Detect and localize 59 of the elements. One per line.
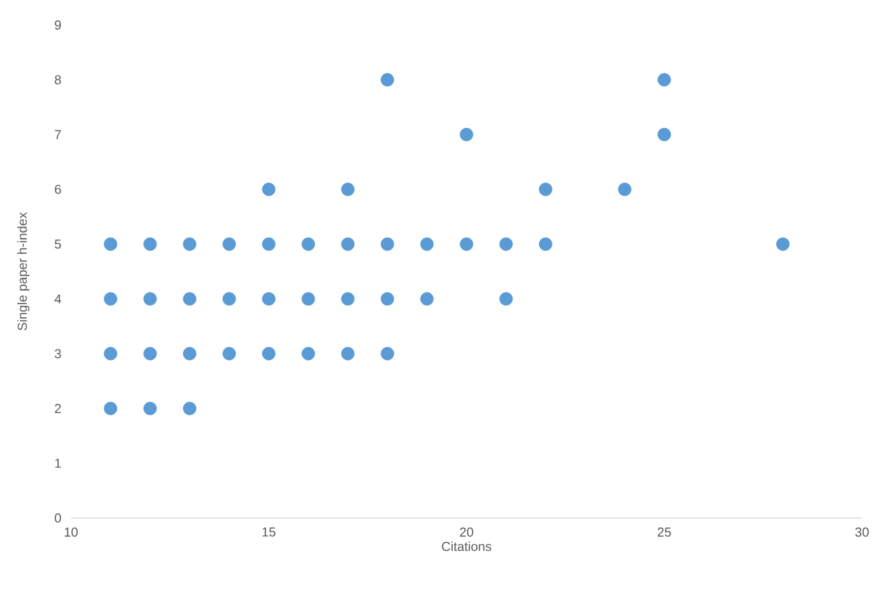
point: [182, 292, 196, 306]
x-axis-title: Citations: [442, 542, 492, 552]
y-tick-label: 5: [54, 240, 61, 249]
y-axis-title: Single paper h-index: [17, 212, 30, 330]
point: [618, 182, 632, 196]
point: [658, 128, 671, 142]
point: [262, 237, 276, 251]
point: [104, 402, 118, 416]
point: [262, 346, 276, 360]
point: [182, 346, 196, 360]
point: [420, 237, 434, 251]
point: [420, 292, 434, 306]
y-tick-label: 4: [54, 294, 62, 304]
point: [143, 402, 157, 416]
point: [460, 237, 474, 251]
point: [302, 346, 315, 360]
x-tick-label: 30: [855, 528, 869, 537]
point: [460, 128, 474, 142]
point: [380, 73, 394, 86]
point: [538, 182, 552, 196]
y-tick-label: 2: [54, 404, 61, 413]
point: [341, 346, 355, 360]
point: [222, 237, 236, 251]
point: [538, 237, 552, 251]
y-tick-label: 0: [54, 513, 61, 523]
y-tick-label: 8: [54, 75, 61, 84]
point: [104, 292, 118, 306]
x-tick-label: 20: [460, 528, 474, 537]
point: [143, 292, 157, 306]
y-tick-label: 3: [54, 349, 61, 358]
point: [341, 237, 355, 251]
point: [380, 237, 394, 251]
y-tick-label: 6: [54, 184, 61, 194]
point: [104, 237, 118, 251]
point: [658, 73, 671, 86]
point: [182, 402, 196, 416]
point: [222, 346, 236, 360]
point: [341, 292, 355, 306]
y-tick-label: 7: [54, 130, 61, 140]
point: [380, 292, 394, 306]
point: [776, 237, 790, 251]
point: [143, 346, 157, 360]
point: [222, 292, 236, 306]
point: [104, 346, 118, 360]
point: [499, 292, 513, 306]
x-tick-label: 25: [658, 528, 671, 537]
point: [302, 237, 315, 251]
point: [143, 237, 157, 251]
point: [499, 237, 513, 251]
point: [302, 292, 315, 306]
y-tick-label: 1: [55, 458, 61, 468]
point: [262, 182, 276, 196]
point: [341, 182, 355, 196]
x-tick-label: 10: [64, 528, 78, 537]
point: [262, 292, 276, 306]
point: [380, 346, 394, 360]
y-tick-label: 9: [54, 20, 61, 30]
x-tick-label: 15: [262, 528, 276, 537]
point: [182, 237, 196, 251]
